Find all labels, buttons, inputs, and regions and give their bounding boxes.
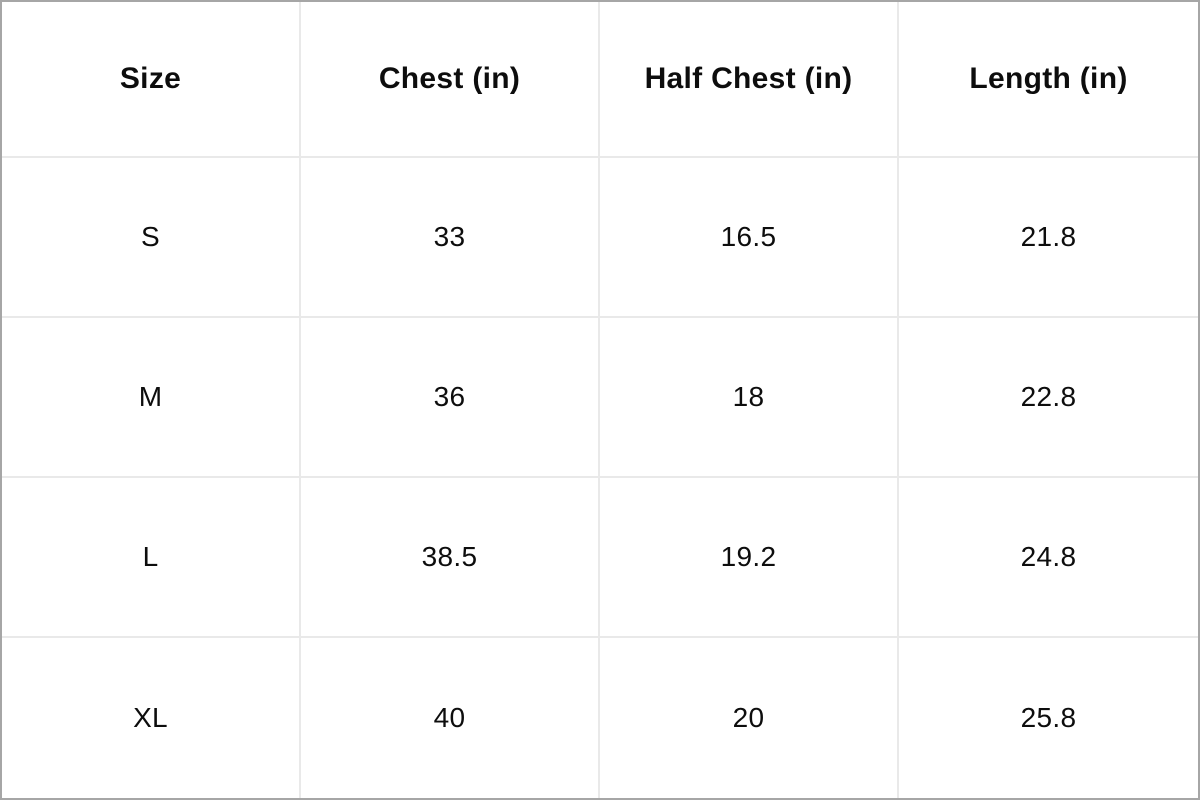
cell-size-s: S (2, 158, 301, 318)
cell-chest-l: 38.5 (301, 478, 600, 638)
cell-half-chest-l: 19.2 (600, 478, 899, 638)
cell-size-l: L (2, 478, 301, 638)
cell-half-chest-m: 18 (600, 318, 899, 478)
cell-chest-m: 36 (301, 318, 600, 478)
cell-length-m: 22.8 (899, 318, 1198, 478)
cell-length-l: 24.8 (899, 478, 1198, 638)
column-header-size: Size (2, 2, 301, 158)
cell-length-s: 21.8 (899, 158, 1198, 318)
column-header-length: Length (in) (899, 2, 1198, 158)
cell-chest-s: 33 (301, 158, 600, 318)
cell-size-xl: XL (2, 638, 301, 798)
cell-half-chest-s: 16.5 (600, 158, 899, 318)
column-header-half-chest: Half Chest (in) (600, 2, 899, 158)
cell-half-chest-xl: 20 (600, 638, 899, 798)
cell-chest-xl: 40 (301, 638, 600, 798)
cell-length-xl: 25.8 (1020, 702, 1077, 733)
cell-size-m: M (2, 318, 301, 478)
column-header-chest: Chest (in) (301, 2, 600, 158)
